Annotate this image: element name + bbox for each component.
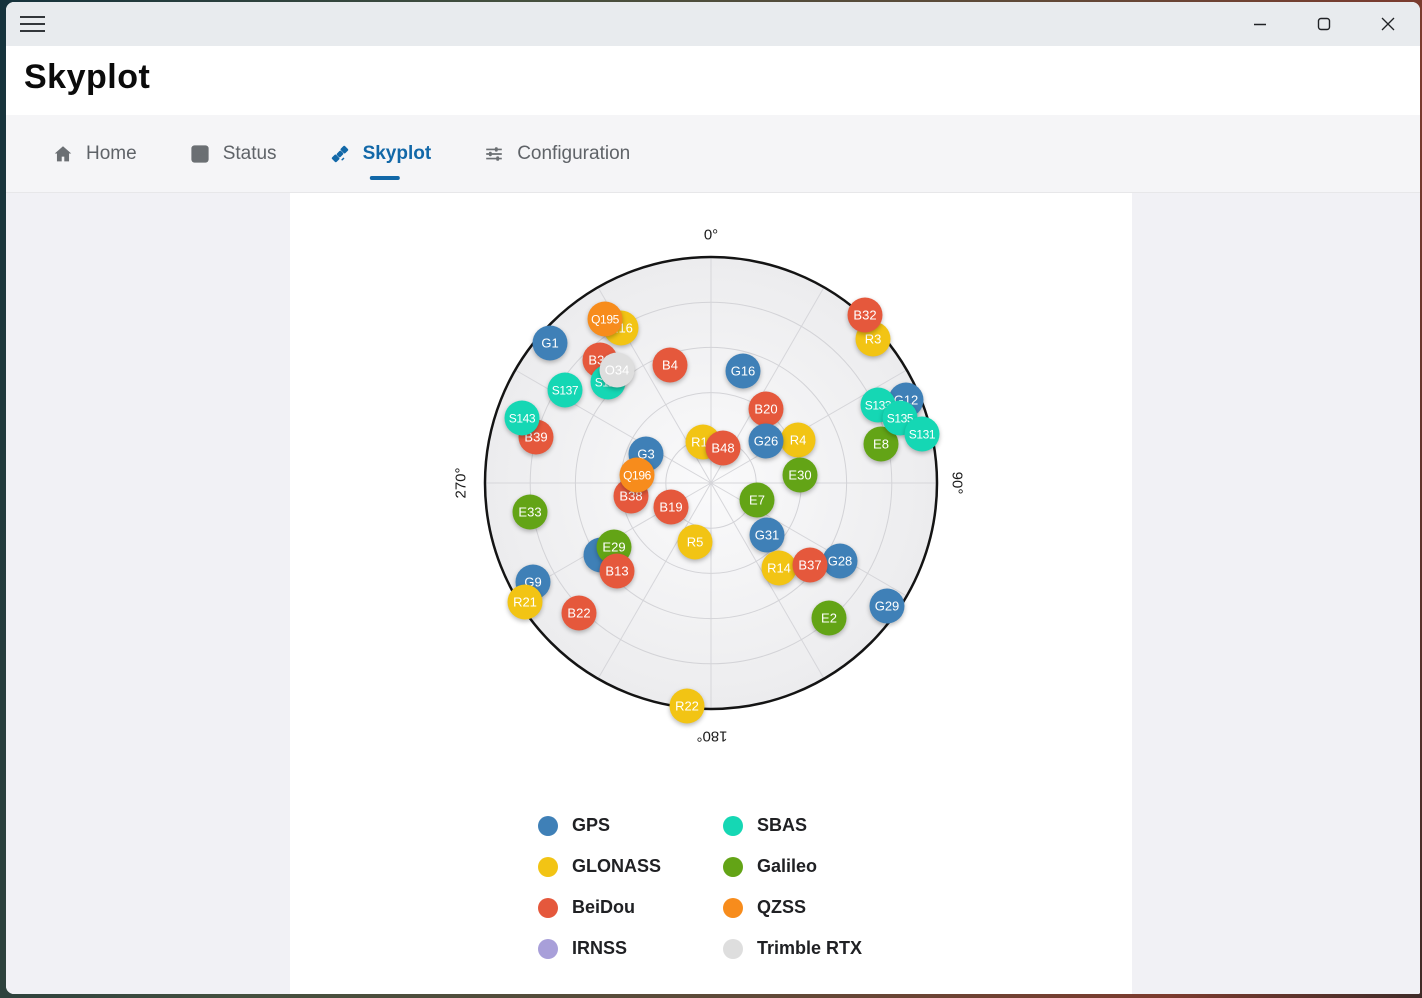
satellite-Q196: Q196 [619, 457, 655, 493]
axis-tick-0: 0° [703, 226, 719, 244]
close-icon [1381, 17, 1395, 31]
satellite-S137: S137 [547, 372, 583, 408]
satellite-G1: G1 [532, 325, 568, 361]
skyplot-panel: 0°90°180°270°R16Q195G1B30S120O34B4G16R3B… [290, 193, 1132, 994]
skyplot-chart: 0°90°180°270°R16Q195G1B30S120O34B4G16R3B… [290, 193, 1132, 793]
skyplot-icon [329, 143, 351, 165]
close-button[interactable] [1356, 2, 1420, 46]
home-icon [52, 143, 74, 165]
page-header: Skyplot [6, 46, 1420, 115]
legend-label: Galileo [757, 856, 818, 876]
maximize-icon [1317, 17, 1331, 31]
satellite-B13: B13 [599, 553, 635, 589]
page-title: Skyplot [24, 58, 151, 96]
legend-swatch-beidou [538, 897, 558, 918]
legend-label: GPS [572, 815, 611, 835]
satellite-R4: R4 [780, 422, 816, 458]
satellite-B32: B32 [847, 297, 883, 333]
satellite-B4: B4 [652, 347, 688, 383]
legend-item-gps: GPS [538, 815, 723, 836]
window-controls [1228, 2, 1420, 46]
legend-label: BeiDou [572, 897, 635, 917]
satellite-G28: G28 [822, 543, 858, 579]
satellite-E2: E2 [811, 600, 847, 636]
maximize-button[interactable] [1292, 2, 1356, 46]
hamburger-menu-button[interactable] [20, 9, 54, 39]
legend-swatch-gps [538, 815, 558, 836]
legend-swatch-sbas [723, 815, 743, 836]
legend-swatch-irnss [538, 938, 558, 959]
legend-item-glonass: GLONASS [538, 856, 723, 877]
satellite-R5: R5 [677, 524, 713, 560]
satellite-E30: E30 [782, 457, 818, 493]
satellite-B20: B20 [748, 391, 784, 427]
chart-legend: GPS GLONASS BeiDou IRNSS SBAS Galileo QZSS Trim… [538, 805, 908, 969]
legend-label: Trimble RTX [757, 938, 863, 958]
satellite-Q195: Q195 [587, 301, 623, 337]
tab-status[interactable]: Status [163, 115, 303, 192]
polar-grid [483, 255, 939, 711]
satellite-R21: R21 [507, 584, 543, 620]
satellite-B37: B37 [792, 547, 828, 583]
legend-swatch-qzss [723, 897, 743, 918]
tab-label: Configuration [517, 142, 631, 164]
satellite-R14: R14 [761, 550, 797, 586]
satellite-G26: G26 [748, 423, 784, 459]
tab-label: Home [86, 142, 137, 164]
satellite-E33: E33 [512, 494, 548, 530]
satellite-S131: S131 [904, 416, 940, 452]
satellite-B19: B19 [653, 489, 689, 525]
tab-home[interactable]: Home [26, 115, 163, 192]
legend-item-qzss: QZSS [723, 897, 908, 918]
tab-configuration[interactable]: Configuration [457, 115, 656, 192]
satellite-B48: B48 [705, 430, 741, 466]
legend-swatch-glonass [538, 856, 558, 877]
legend-label: GLONASS [572, 856, 662, 876]
minimize-icon [1254, 23, 1266, 26]
satellite-G29: G29 [869, 588, 905, 624]
satellite-G16: G16 [725, 353, 761, 389]
legend-swatch-galileo [723, 856, 743, 877]
minimize-button[interactable] [1228, 2, 1292, 46]
tab-skyplot[interactable]: Skyplot [303, 115, 458, 192]
legend-item-galileo: Galileo [723, 856, 908, 877]
left-margin-strip [6, 193, 290, 994]
legend-label: IRNSS [572, 938, 628, 958]
legend-label: QZSS [757, 897, 807, 917]
satellite-S143: S143 [504, 400, 540, 436]
satellite-E7: E7 [739, 482, 775, 518]
status-icon [189, 143, 211, 165]
axis-tick-180: 180° [696, 727, 728, 745]
axis-tick-90: 90° [948, 471, 966, 495]
legend-item-sbas: SBAS [723, 815, 908, 836]
legend-swatch-trimble-rtx [723, 938, 743, 959]
tab-label: Skyplot [362, 142, 432, 164]
title-bar [6, 2, 1420, 46]
legend-item-trimble-rtx: Trimble RTX [723, 938, 908, 959]
active-tab-underline [369, 176, 400, 180]
satellite-G31: G31 [749, 517, 785, 553]
config-icon [483, 143, 505, 165]
satellite-R22: R22 [669, 688, 705, 724]
tab-bar: Home Status Skyplot Configuration [6, 115, 1420, 193]
satellite-O34: O34 [599, 352, 635, 388]
legend-label: SBAS [757, 815, 808, 835]
satellite-B22: B22 [561, 595, 597, 631]
legend-item-beidou: BeiDou [538, 897, 723, 918]
hamburger-icon [20, 16, 45, 18]
app-window: Skyplot Home Status Skyplot Configuration 0… [6, 2, 1420, 994]
content-area: 0°90°180°270°R16Q195G1B30S120O34B4G16R3B… [6, 193, 1420, 994]
right-margin-strip [1132, 193, 1420, 994]
legend-item-irnss: IRNSS [538, 938, 723, 959]
axis-tick-270: 270° [452, 467, 470, 499]
tab-label: Status [222, 142, 277, 164]
